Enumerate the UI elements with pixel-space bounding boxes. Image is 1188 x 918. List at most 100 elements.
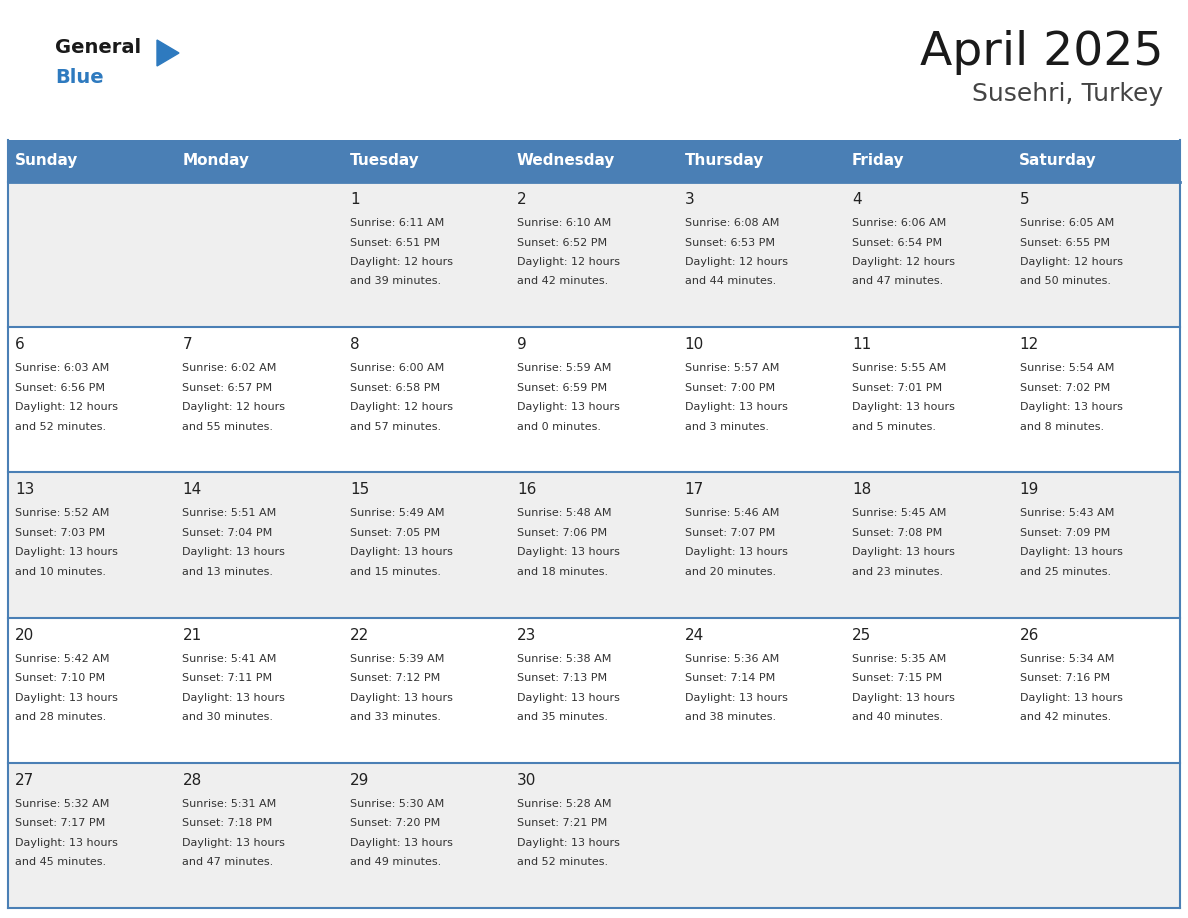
Bar	[511, 763, 677, 908]
Text: Daylight: 13 hours: Daylight: 13 hours	[1019, 402, 1123, 412]
Text: Sunrise: 5:42 AM: Sunrise: 5:42 AM	[15, 654, 109, 664]
Text: Sunrise: 5:30 AM: Sunrise: 5:30 AM	[349, 799, 444, 809]
Text: 11: 11	[852, 337, 871, 353]
Text: 16: 16	[517, 482, 537, 498]
Text: Sunset: 7:11 PM: Sunset: 7:11 PM	[183, 673, 272, 683]
Text: Daylight: 12 hours: Daylight: 12 hours	[852, 257, 955, 267]
Text: and 18 minutes.: and 18 minutes.	[517, 567, 608, 577]
Text: Sunrise: 5:32 AM: Sunrise: 5:32 AM	[15, 799, 109, 809]
Text: 15: 15	[349, 482, 369, 498]
Text: April 2025: April 2025	[920, 30, 1163, 75]
Text: 19: 19	[1019, 482, 1040, 498]
Text: Sunset: 7:12 PM: Sunset: 7:12 PM	[349, 673, 440, 683]
Bar	[1012, 182, 1180, 327]
Text: 26: 26	[1019, 628, 1040, 643]
Text: and 47 minutes.: and 47 minutes.	[852, 276, 943, 286]
Text: 7: 7	[183, 337, 192, 353]
Text: Sunrise: 6:10 AM: Sunrise: 6:10 AM	[517, 218, 612, 228]
Text: and 25 minutes.: and 25 minutes.	[1019, 567, 1111, 577]
Text: and 35 minutes.: and 35 minutes.	[517, 712, 608, 722]
Text: Sunset: 7:07 PM: Sunset: 7:07 PM	[684, 528, 775, 538]
Text: and 52 minutes.: and 52 minutes.	[517, 857, 608, 868]
Text: Daylight: 13 hours: Daylight: 13 hours	[15, 838, 118, 848]
Text: Sunrise: 5:28 AM: Sunrise: 5:28 AM	[517, 799, 612, 809]
Text: Daylight: 13 hours: Daylight: 13 hours	[852, 547, 955, 557]
Text: Sunrise: 5:45 AM: Sunrise: 5:45 AM	[852, 509, 947, 519]
Text: 18: 18	[852, 482, 871, 498]
Text: and 38 minutes.: and 38 minutes.	[684, 712, 776, 722]
Text: and 42 minutes.: and 42 minutes.	[517, 276, 608, 286]
Text: Sunset: 7:10 PM: Sunset: 7:10 PM	[15, 673, 105, 683]
Bar	[511, 327, 677, 473]
Polygon shape	[157, 40, 179, 66]
Text: Daylight: 13 hours: Daylight: 13 hours	[183, 692, 285, 702]
Text: 9: 9	[517, 337, 527, 353]
Text: and 52 minutes.: and 52 minutes.	[15, 421, 106, 431]
Text: and 39 minutes.: and 39 minutes.	[349, 276, 441, 286]
Text: Sunset: 7:02 PM: Sunset: 7:02 PM	[1019, 383, 1110, 393]
Text: Daylight: 13 hours: Daylight: 13 hours	[349, 692, 453, 702]
Text: and 49 minutes.: and 49 minutes.	[349, 857, 441, 868]
Text: 4: 4	[852, 192, 861, 207]
Text: Sunset: 6:58 PM: Sunset: 6:58 PM	[349, 383, 440, 393]
Bar	[8, 182, 176, 327]
Text: Sunset: 7:21 PM: Sunset: 7:21 PM	[517, 818, 607, 828]
Text: 12: 12	[1019, 337, 1038, 353]
Text: Friday: Friday	[852, 153, 904, 169]
Text: Daylight: 13 hours: Daylight: 13 hours	[517, 402, 620, 412]
Bar	[1012, 473, 1180, 618]
Text: Sunset: 7:01 PM: Sunset: 7:01 PM	[852, 383, 942, 393]
Bar	[677, 473, 845, 618]
Text: 1: 1	[349, 192, 360, 207]
Text: Sunset: 6:54 PM: Sunset: 6:54 PM	[852, 238, 942, 248]
Bar	[176, 140, 343, 182]
Text: and 47 minutes.: and 47 minutes.	[183, 857, 273, 868]
Text: 22: 22	[349, 628, 369, 643]
Text: Daylight: 13 hours: Daylight: 13 hours	[684, 692, 788, 702]
Text: Sunset: 6:51 PM: Sunset: 6:51 PM	[349, 238, 440, 248]
Text: Daylight: 13 hours: Daylight: 13 hours	[183, 547, 285, 557]
Text: 3: 3	[684, 192, 695, 207]
Text: Sunrise: 5:39 AM: Sunrise: 5:39 AM	[349, 654, 444, 664]
Bar	[845, 473, 1012, 618]
Bar	[1012, 140, 1180, 182]
Text: Daylight: 12 hours: Daylight: 12 hours	[517, 257, 620, 267]
Text: Sunset: 6:56 PM: Sunset: 6:56 PM	[15, 383, 105, 393]
Text: Sunset: 7:14 PM: Sunset: 7:14 PM	[684, 673, 775, 683]
Text: and 30 minutes.: and 30 minutes.	[183, 712, 273, 722]
Text: Sunset: 6:55 PM: Sunset: 6:55 PM	[1019, 238, 1110, 248]
Bar	[677, 327, 845, 473]
Text: Sunset: 6:59 PM: Sunset: 6:59 PM	[517, 383, 607, 393]
Text: and 45 minutes.: and 45 minutes.	[15, 857, 106, 868]
Bar	[1012, 327, 1180, 473]
Bar	[677, 182, 845, 327]
Text: 20: 20	[15, 628, 34, 643]
Text: Sunset: 7:16 PM: Sunset: 7:16 PM	[1019, 673, 1110, 683]
Text: and 44 minutes.: and 44 minutes.	[684, 276, 776, 286]
Text: Daylight: 12 hours: Daylight: 12 hours	[684, 257, 788, 267]
Text: 10: 10	[684, 337, 704, 353]
Text: Monday: Monday	[182, 153, 249, 169]
Text: Blue: Blue	[55, 68, 103, 87]
Text: Sunset: 7:05 PM: Sunset: 7:05 PM	[349, 528, 440, 538]
Text: Sunrise: 5:48 AM: Sunrise: 5:48 AM	[517, 509, 612, 519]
Text: Thursday: Thursday	[684, 153, 764, 169]
Bar	[845, 182, 1012, 327]
Text: Susehri, Turkey: Susehri, Turkey	[972, 82, 1163, 106]
Bar	[343, 140, 511, 182]
Bar	[845, 327, 1012, 473]
Text: 8: 8	[349, 337, 360, 353]
Text: Daylight: 13 hours: Daylight: 13 hours	[852, 692, 955, 702]
Text: and 10 minutes.: and 10 minutes.	[15, 567, 106, 577]
Text: and 33 minutes.: and 33 minutes.	[349, 712, 441, 722]
Text: Daylight: 13 hours: Daylight: 13 hours	[349, 838, 453, 848]
Text: Sunday: Sunday	[14, 153, 78, 169]
Text: 2: 2	[517, 192, 527, 207]
Text: Sunset: 7:09 PM: Sunset: 7:09 PM	[1019, 528, 1110, 538]
Bar	[677, 618, 845, 763]
Text: Daylight: 13 hours: Daylight: 13 hours	[1019, 547, 1123, 557]
Text: Sunrise: 6:05 AM: Sunrise: 6:05 AM	[1019, 218, 1114, 228]
Text: 17: 17	[684, 482, 704, 498]
Text: 6: 6	[15, 337, 25, 353]
Text: and 50 minutes.: and 50 minutes.	[1019, 276, 1111, 286]
